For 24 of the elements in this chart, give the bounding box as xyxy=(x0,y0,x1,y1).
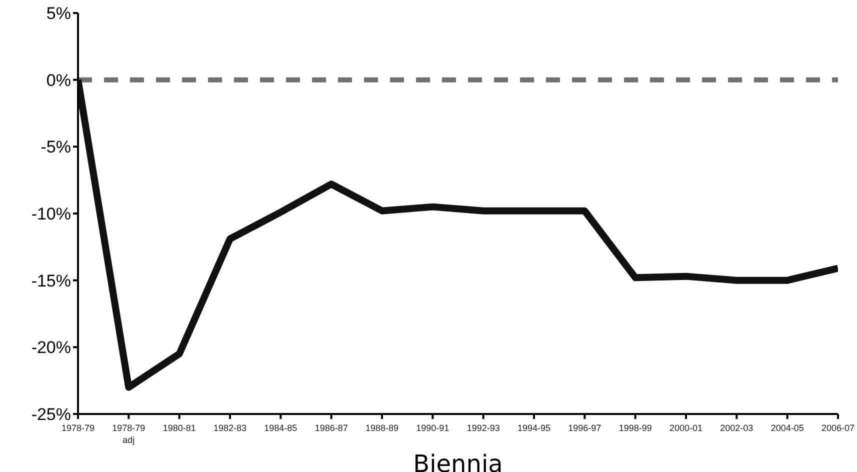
x-tick-label: 1978-79 xyxy=(61,423,95,433)
x-tick-label: 1980-81 xyxy=(162,423,196,433)
y-tick-label: 0% xyxy=(46,70,71,90)
x-tick-label: 1982-83 xyxy=(213,423,247,433)
x-tick-label: 1994-95 xyxy=(517,423,551,433)
y-tick-label: -15% xyxy=(31,271,71,290)
x-tick-label: 1978-79 adj xyxy=(112,423,146,445)
x-tick-label: 2000-01 xyxy=(669,423,703,433)
x-tick-label: 1990-91 xyxy=(416,423,450,433)
y-tick-label: 5% xyxy=(46,4,71,24)
x-tick-label: 1996-97 xyxy=(568,423,602,433)
x-tick-label: 1988-89 xyxy=(365,423,399,433)
x-axis-title: Biennia xyxy=(413,450,503,472)
x-tick-label: 1998-99 xyxy=(618,423,652,433)
y-tick-label: -20% xyxy=(31,338,71,358)
y-tick-label: -25% xyxy=(31,405,71,424)
x-tick-label: 1992-93 xyxy=(466,423,500,433)
y-tick-label: -10% xyxy=(31,204,71,224)
x-tick-label: 1984-85 xyxy=(264,423,298,433)
x-tick-label: 1986-87 xyxy=(314,423,348,433)
x-tick-label: 2006-07 xyxy=(821,423,855,433)
y-tick-label: -5% xyxy=(40,138,71,157)
x-tick-label: 2004-05 xyxy=(770,423,804,433)
x-tick-label: 2002-03 xyxy=(720,423,754,433)
